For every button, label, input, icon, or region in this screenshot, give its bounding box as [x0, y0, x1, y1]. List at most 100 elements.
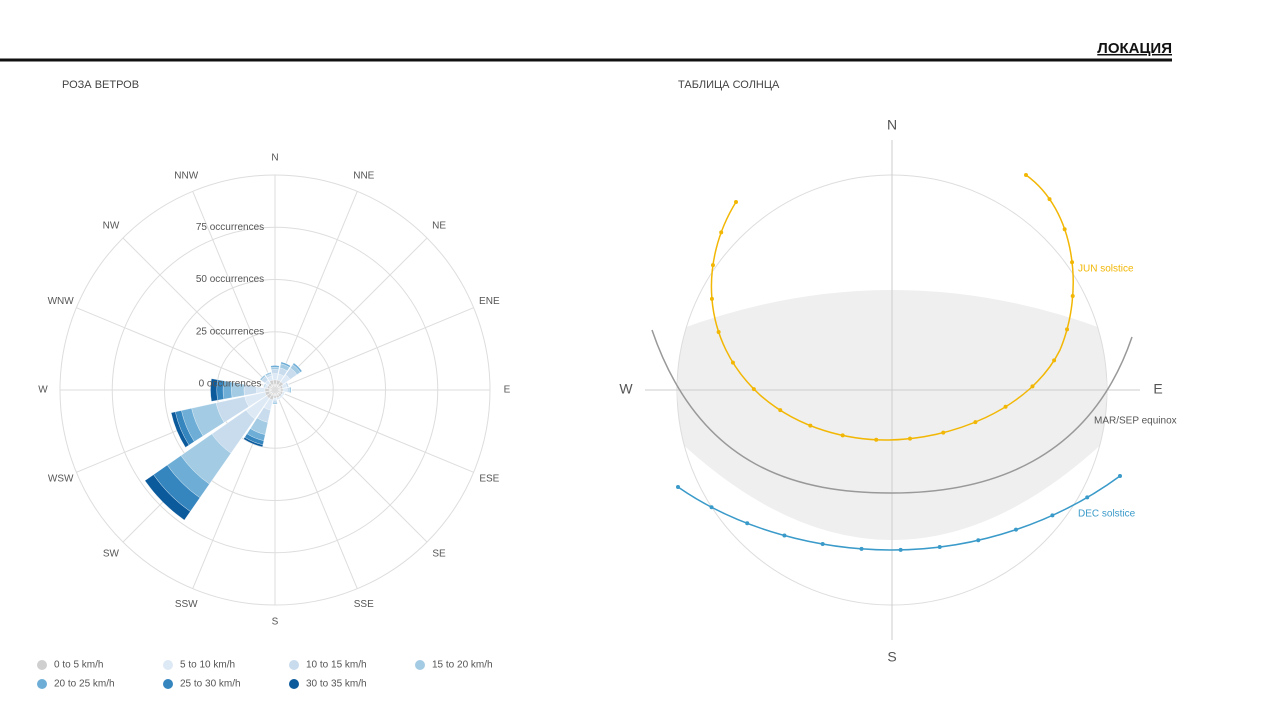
wind-segment	[273, 400, 277, 402]
spoke	[275, 390, 474, 472]
legend-label: 10 to 15 km/h	[306, 660, 367, 671]
direction-label: ENE	[479, 296, 500, 307]
sun-position-dot	[938, 545, 942, 549]
sun-position-dot	[745, 521, 749, 525]
december-label: DEC solstice	[1078, 509, 1136, 520]
sun-position-dot	[1014, 528, 1018, 532]
legend-label: 25 to 30 km/h	[180, 679, 241, 690]
june-label: JUN solstice	[1078, 264, 1134, 275]
sun-position-dot	[719, 230, 723, 234]
sun-position-dot	[1030, 384, 1034, 388]
header-title: ЛОКАЦИЯ	[1097, 40, 1172, 57]
legend-marker	[37, 660, 47, 670]
direction-label: SE	[432, 549, 446, 560]
sun-position-dot	[710, 297, 714, 301]
north-label: N	[887, 117, 897, 133]
wind-segment	[271, 365, 280, 367]
sun-position-dot	[1063, 227, 1067, 231]
sun-position-dot	[676, 485, 680, 489]
sun-position-dot	[860, 547, 864, 551]
sun-position-dot	[1048, 197, 1052, 201]
sun-position-dot	[874, 438, 878, 442]
sun-position-dot	[1024, 173, 1028, 177]
wind-segment	[272, 374, 278, 380]
legend-marker	[37, 679, 47, 689]
sun-position-dot	[1070, 260, 1074, 264]
r-tick-label: 0 occurrences	[199, 379, 262, 390]
sun-position-dot	[710, 505, 714, 509]
wind-segment	[281, 389, 283, 392]
r-tick-label: 25 occurrences	[196, 326, 264, 337]
spoke	[275, 390, 427, 542]
sun-position-dot	[1052, 358, 1056, 362]
wind-segment	[271, 369, 278, 373]
legend-label: 30 to 35 km/h	[306, 679, 367, 690]
legend-marker	[289, 660, 299, 670]
west-label: W	[619, 381, 633, 397]
direction-label: WNW	[48, 296, 75, 307]
wind-segment	[272, 402, 277, 404]
r-tick-label: 75 occurrences	[196, 222, 264, 233]
sun-position-dot	[841, 433, 845, 437]
legend-label: 0 to 5 km/h	[54, 660, 103, 671]
legend-marker	[289, 679, 299, 689]
spoke	[123, 238, 275, 390]
direction-label: WSW	[48, 473, 74, 484]
sun-position-dot	[941, 431, 945, 435]
direction-label: S	[272, 617, 279, 628]
direction-label: NW	[103, 221, 120, 232]
sun-position-dot	[752, 387, 756, 391]
sun-position-dot	[908, 437, 912, 441]
sun-position-dot	[1071, 294, 1075, 298]
sun-position-dot	[1050, 513, 1054, 517]
direction-label: N	[271, 153, 278, 164]
sun-position-dot	[899, 548, 903, 552]
direction-label: NNW	[174, 170, 198, 181]
legend-label: 5 to 10 km/h	[180, 660, 235, 671]
direction-label: NE	[432, 221, 446, 232]
legend: 0 to 5 km/h 5 to 10 km/h 10 to 15 km/h 15 t…	[37, 660, 493, 690]
sun-position-dot	[976, 538, 980, 542]
legend-marker	[415, 660, 425, 670]
south-label: S	[887, 649, 896, 665]
direction-label: E	[504, 385, 511, 396]
east-label: E	[1153, 381, 1162, 397]
direction-label: SW	[103, 549, 120, 560]
sun-position-dot	[778, 408, 782, 412]
wind-segment	[283, 388, 287, 392]
legend-marker	[163, 660, 173, 670]
sun-position-dot	[1065, 327, 1069, 331]
sun-position-dot	[1085, 495, 1089, 499]
legend-label: 20 to 25 km/h	[54, 679, 115, 690]
r-tick-label: 50 occurrences	[196, 274, 264, 285]
spoke	[275, 390, 357, 589]
wind-segment	[289, 387, 291, 393]
spoke	[275, 308, 474, 390]
sun-chart: N E S W JUN solstice MAR/SEP equinox DEC…	[619, 117, 1176, 665]
sun-position-dot	[1118, 474, 1122, 478]
wind-segment	[273, 380, 277, 384]
equinox-label: MAR/SEP equinox	[1094, 416, 1177, 427]
wind-segment	[271, 367, 279, 369]
wind-rose-title: РОЗА ВЕТРОВ	[62, 79, 139, 91]
sun-position-dot	[717, 330, 721, 334]
sun-position-dot	[973, 420, 977, 424]
sun-position-dot	[1004, 405, 1008, 409]
sun-position-dot	[731, 361, 735, 365]
sun-position-dot	[734, 200, 738, 204]
spoke	[275, 191, 357, 390]
legend-label: 15 to 20 km/h	[432, 660, 493, 671]
wind-segment	[287, 387, 289, 392]
legend-marker	[163, 679, 173, 689]
direction-label: ESE	[479, 473, 499, 484]
direction-label: W	[38, 385, 48, 396]
wind-segment	[274, 396, 277, 398]
wind-segment	[265, 388, 269, 392]
sun-position-dot	[821, 542, 825, 546]
sun-position-dot	[808, 424, 812, 428]
direction-label: SSW	[175, 599, 198, 610]
sun-chart-title: ТАБЛИЦА СОЛНЦА	[678, 79, 780, 91]
